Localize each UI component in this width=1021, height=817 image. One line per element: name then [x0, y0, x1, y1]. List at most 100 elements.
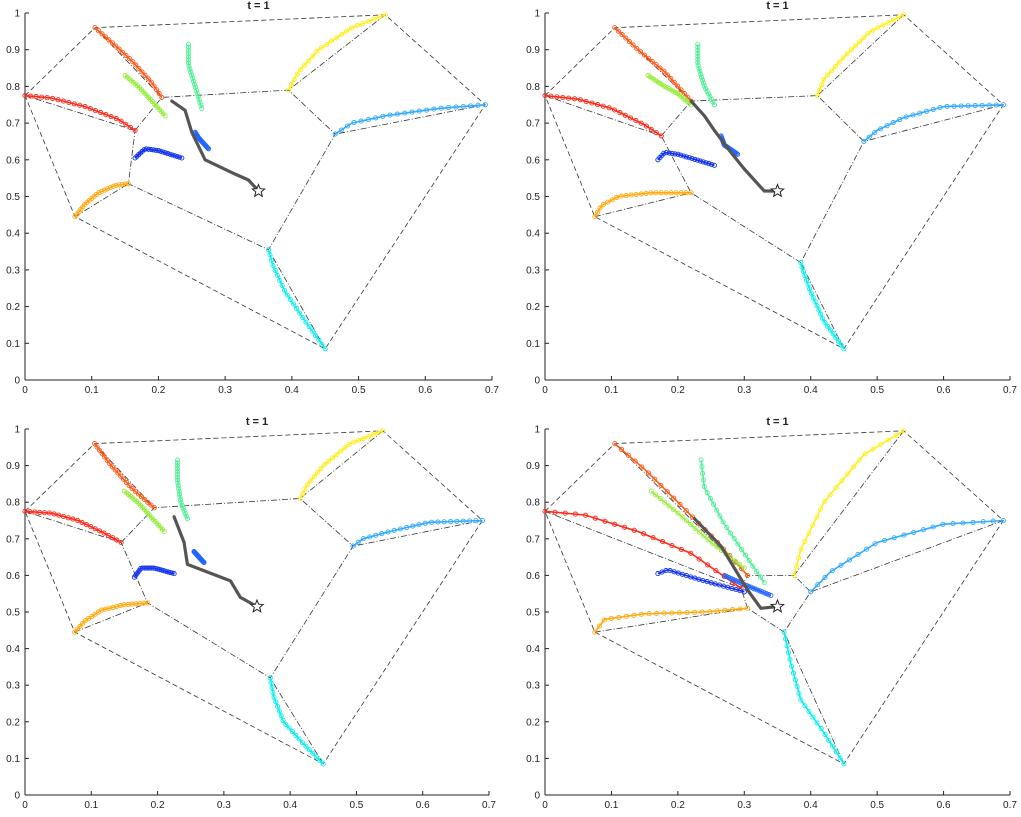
- data-point: [645, 55, 651, 61]
- data-point: [116, 46, 122, 52]
- data-point: [872, 129, 878, 136]
- data-point: [349, 25, 355, 31]
- data-point: [367, 534, 373, 540]
- data-point: [722, 607, 728, 613]
- data-point: [139, 69, 145, 75]
- data-point: [993, 102, 999, 108]
- data-point: [360, 435, 366, 441]
- data-point: [643, 123, 649, 129]
- data-point: [683, 154, 689, 160]
- data-point: [668, 190, 674, 196]
- data-point: [676, 610, 682, 616]
- data-point: [355, 539, 361, 545]
- series-9: [131, 565, 177, 580]
- data-point: [870, 27, 876, 33]
- data-point: [118, 539, 124, 546]
- series-8: [185, 41, 205, 111]
- data-point: [99, 451, 105, 457]
- data-point: [700, 470, 706, 476]
- data-point: [695, 50, 701, 56]
- data-point: [297, 495, 303, 502]
- data-point: [94, 444, 100, 450]
- data-point: [827, 491, 834, 498]
- data-point: [562, 510, 568, 516]
- boundary-spoke: [74, 602, 148, 633]
- data-point: [468, 103, 474, 109]
- data-point: [125, 181, 131, 187]
- x-tick-label: 0.2: [671, 800, 685, 811]
- data-point: [108, 114, 114, 120]
- data-point: [612, 441, 618, 447]
- series-7: [121, 488, 167, 535]
- series-1: [22, 508, 124, 546]
- data-point: [828, 68, 835, 74]
- data-point: [273, 699, 279, 705]
- data-point: [648, 190, 654, 196]
- data-point: [623, 613, 629, 619]
- data-point: [333, 35, 340, 41]
- data-point: [162, 150, 168, 156]
- data-point: [176, 154, 182, 160]
- data-point: [734, 151, 740, 157]
- data-point: [679, 514, 685, 520]
- data-point: [174, 477, 181, 483]
- data-point: [615, 28, 621, 34]
- data-point: [460, 518, 466, 524]
- trajectory-line: [692, 517, 780, 610]
- data-point: [692, 609, 698, 615]
- data-point: [633, 191, 639, 198]
- series-8: [698, 457, 767, 586]
- data-point: [738, 585, 744, 591]
- data-point: [175, 480, 181, 486]
- boundary-spoke: [594, 607, 748, 633]
- boundary-spoke: [863, 104, 1004, 142]
- data-point: [663, 190, 669, 196]
- data-point: [917, 110, 923, 116]
- data-point: [672, 151, 678, 157]
- data-point: [825, 323, 831, 329]
- data-point: [791, 572, 797, 578]
- star-marker: [770, 183, 785, 198]
- data-point: [330, 455, 336, 461]
- data-point: [818, 506, 824, 512]
- data-point: [151, 83, 157, 89]
- data-point: [387, 112, 393, 118]
- boundary-spoke: [269, 677, 324, 765]
- data-point: [950, 521, 956, 527]
- data-point: [803, 277, 810, 283]
- series-5: [265, 247, 328, 352]
- data-point: [703, 160, 709, 166]
- data-point: [830, 331, 836, 337]
- data-point: [757, 574, 764, 580]
- y-tick-label: 0.5: [6, 608, 20, 619]
- data-point: [799, 264, 805, 270]
- data-point: [176, 486, 182, 492]
- y-tick-label: 0.7: [6, 534, 20, 545]
- series-10: [718, 133, 741, 157]
- data-point: [313, 754, 319, 760]
- data-point: [890, 17, 896, 23]
- data-point: [695, 56, 701, 62]
- x-tick-label: 0.7: [1003, 800, 1017, 811]
- data-point: [735, 541, 741, 547]
- data-point: [648, 488, 654, 494]
- data-point: [365, 18, 371, 24]
- data-point: [695, 59, 701, 66]
- data-point: [737, 562, 743, 568]
- data-point: [135, 491, 141, 497]
- data-point: [821, 76, 827, 83]
- data-point: [277, 277, 283, 284]
- series-10: [721, 572, 774, 599]
- data-point: [652, 476, 658, 482]
- data-point: [370, 432, 376, 438]
- data-point: [675, 151, 681, 157]
- data-point: [628, 192, 634, 198]
- data-point: [678, 152, 684, 158]
- data-point: [123, 52, 129, 58]
- data-point: [107, 461, 113, 467]
- data-point: [612, 25, 618, 31]
- data-point: [612, 107, 618, 113]
- data-point: [96, 190, 102, 196]
- data-point: [145, 76, 151, 82]
- data-point: [784, 643, 790, 649]
